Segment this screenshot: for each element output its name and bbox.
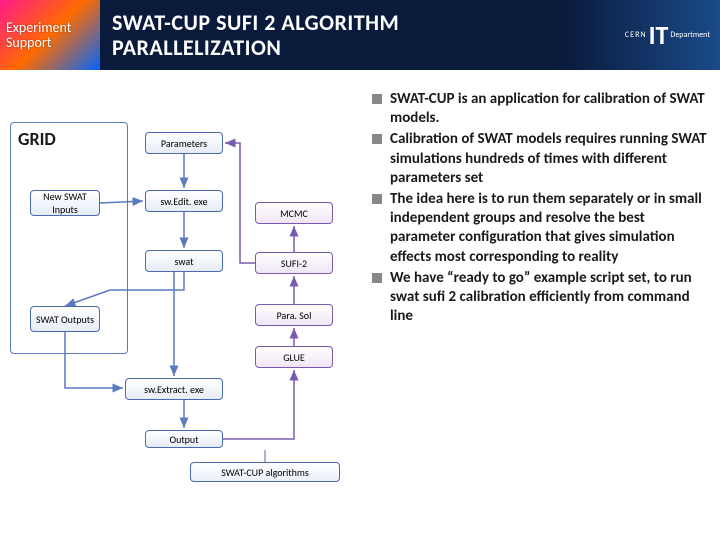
content: GRID — [0, 70, 720, 540]
node-mcmc: MCMC — [255, 202, 333, 224]
title-line1: SWAT-CUP SUFI 2 ALGORITHM — [112, 10, 600, 35]
header: Experiment Support SWAT-CUP SUFI 2 ALGOR… — [0, 0, 720, 70]
bullet-list: SWAT-CUP is an application for calibrati… — [370, 90, 710, 328]
node-parasol: Para. Sol — [255, 304, 333, 326]
flow-diagram: GRID — [10, 90, 370, 510]
cern-text: CERN — [625, 31, 647, 39]
dept-text: Department — [670, 31, 710, 39]
node-swat: swat — [145, 250, 223, 272]
node-glue: GLUE — [255, 346, 333, 368]
bullet-item: SWAT-CUP is an application for calibrati… — [370, 90, 710, 128]
node-algos: SWAT-CUP algorithms — [190, 462, 340, 482]
grid-label: GRID — [18, 128, 56, 150]
node-swextract: sw.Extract. exe — [125, 378, 223, 400]
title-block: SWAT-CUP SUFI 2 ALGORITHM PARALLELIZATIO… — [100, 10, 600, 61]
node-swedit: sw.Edit. exe — [145, 190, 223, 212]
experiment-support-logo: Experiment Support — [0, 0, 100, 70]
bullet-item: Calibration of SWAT models requires runn… — [370, 130, 710, 188]
node-new_inputs: New SWAT Inputs — [30, 190, 100, 216]
cern-it-logo: CERN IT Department — [600, 19, 720, 51]
title-line2: PARALLELIZATION — [112, 35, 600, 60]
node-parameters: Parameters — [145, 132, 223, 154]
node-sufi2: SUFI-2 — [255, 252, 333, 274]
bullet-item: We have “ready to go” example script set… — [370, 269, 710, 327]
node-output: Output — [145, 430, 223, 448]
it-text: IT — [649, 19, 669, 51]
bullet-item: The idea here is to run them separately … — [370, 190, 710, 267]
logo-line2: Support — [6, 35, 100, 50]
logo-line1: Experiment — [6, 20, 100, 35]
node-swat_out: SWAT Outputs — [30, 306, 100, 332]
